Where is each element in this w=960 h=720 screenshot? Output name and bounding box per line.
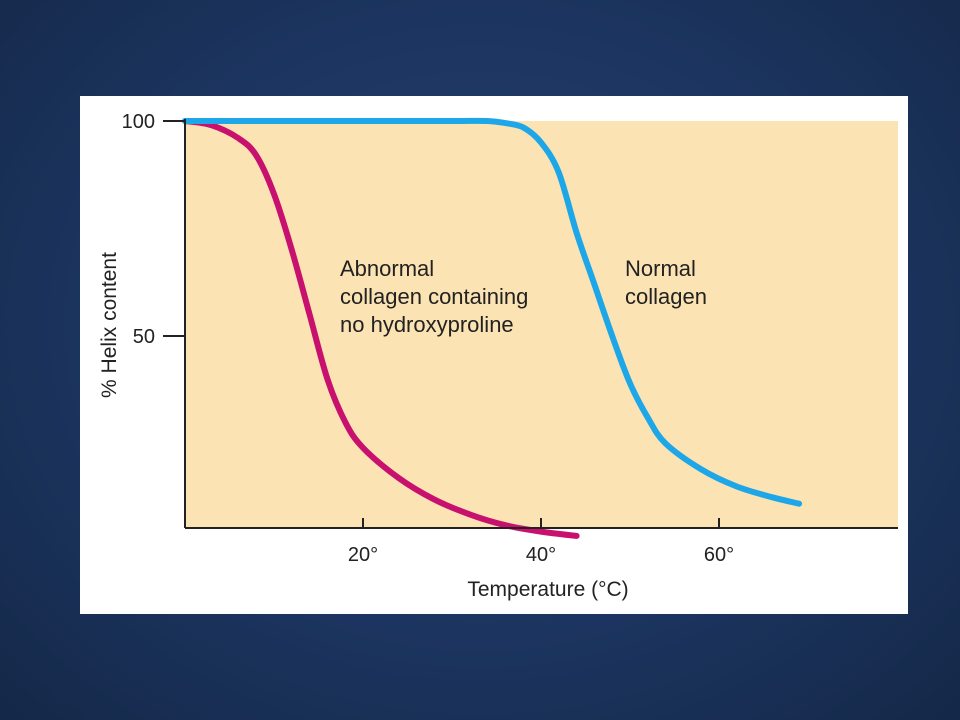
series-line-abnormal <box>182 118 580 539</box>
annotation-line: collagen containing <box>340 284 528 309</box>
annotations: Abnormal collagen containing no hydroxypro… <box>340 256 707 337</box>
y-axis-title: % Helix content <box>98 252 121 398</box>
y-tick-label: 50 <box>133 326 155 348</box>
y-tick-label: 100 <box>122 111 155 133</box>
x-ticks: 20° 40° 60° <box>348 518 734 566</box>
x-tick-label: 20° <box>348 544 378 566</box>
x-axis-title: Temperature (°C) <box>467 578 628 601</box>
helix-content-chart: 20° 40° 60° 50 100 Temperature (°C) % Helix… <box>98 111 898 601</box>
annotation-line: Abnormal <box>340 256 434 281</box>
annotation-abnormal: Abnormal collagen containing no hydroxypro… <box>340 256 528 337</box>
y-ticks: 50 100 <box>122 111 185 348</box>
chart-card: 20° 40° 60° 50 100 Temperature (°C) % Helix… <box>80 96 908 614</box>
annotation-normal: Normal collagen <box>625 256 707 309</box>
series-line-normal <box>182 117 803 507</box>
x-tick-label: 40° <box>526 544 556 566</box>
x-tick-label: 60° <box>704 544 734 566</box>
annotation-line: Normal <box>625 256 696 281</box>
annotation-line: collagen <box>625 284 707 309</box>
plot-background <box>185 121 898 528</box>
series-layer <box>182 117 803 539</box>
annotation-line: no hydroxyproline <box>340 312 514 337</box>
